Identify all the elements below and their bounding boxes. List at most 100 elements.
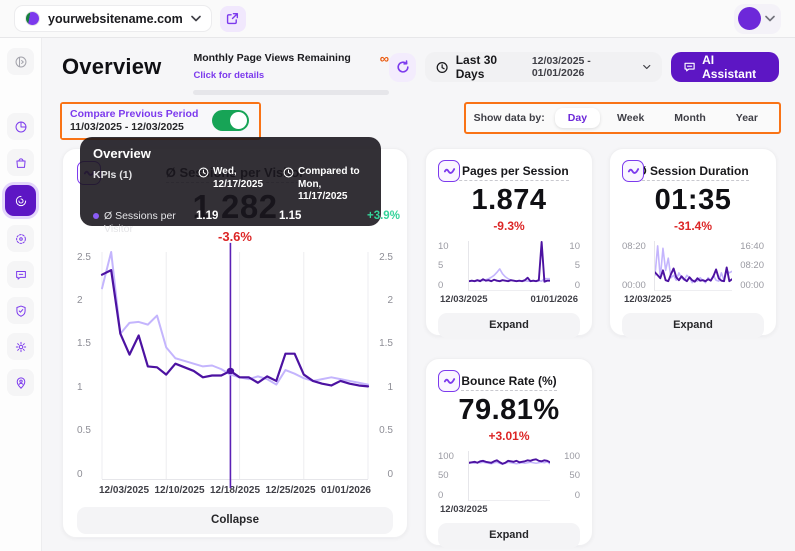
kpi-wave-icon bbox=[438, 159, 460, 182]
mini-chart-plot[interactable] bbox=[468, 240, 550, 291]
granularity-week[interactable]: Week bbox=[617, 111, 645, 124]
y-axis-right: 2.5 2 1.5 1 0.5 0 bbox=[379, 251, 393, 480]
mini-y-left: 100 50 0 bbox=[438, 450, 454, 501]
monthly-pageviews-label: Monthly Page Views Remaining bbox=[193, 52, 351, 64]
chevron-down-icon bbox=[643, 64, 651, 70]
session-duration-card: Ø Session Duration 01:35 -31.4% 08:20 00:… bbox=[609, 147, 777, 338]
tooltip-previous-value: 1.15 bbox=[279, 209, 302, 222]
y-axis-left: 2.5 2 1.5 1 0.5 0 bbox=[77, 251, 91, 480]
tooltip-change-value: +3.9% bbox=[367, 209, 400, 222]
main-card-delta: -3.6% bbox=[218, 228, 252, 244]
refresh-button[interactable] bbox=[389, 52, 417, 82]
kpi-wave-icon bbox=[438, 369, 460, 392]
tooltip-compare-date: Compared to Mon, 11/17/2025 bbox=[283, 166, 373, 204]
card-value: 79.81% bbox=[458, 393, 560, 426]
monthly-usage-bar bbox=[193, 89, 390, 95]
mini-x-labels: 12/03/2025 01/01/2026 bbox=[440, 293, 578, 305]
mini-chart[interactable]: 08:20 00:00 16:40 08:20 00:00 bbox=[622, 240, 764, 291]
tooltip-series-label: Ø Sessions per Visitor bbox=[93, 210, 196, 237]
toggle-knob bbox=[230, 111, 248, 129]
pages-per-session-card: Ø Pages per Session 1.874 -9.3% 10 5 0 10 5… bbox=[425, 147, 593, 338]
series-dot-icon bbox=[93, 212, 99, 219]
date-range-picker[interactable]: Last 30 Days 12/03/2025 - 01/01/2026 bbox=[425, 52, 662, 82]
settings-gear-icon[interactable] bbox=[7, 333, 34, 360]
expand-button[interactable]: Expand bbox=[438, 312, 580, 338]
refresh-icon bbox=[397, 60, 409, 73]
clock-icon bbox=[283, 167, 294, 178]
card-value: 1.874 bbox=[471, 183, 547, 216]
user-menu[interactable] bbox=[734, 3, 781, 34]
granularity-day[interactable]: Day bbox=[554, 107, 601, 128]
clock-icon bbox=[198, 167, 209, 178]
granularity-highlight-box: Show data by: Day Week Month Year bbox=[463, 101, 781, 134]
monthly-pageviews-widget: Monthly Page Views Remaining Click for d… bbox=[193, 51, 390, 95]
mini-y-left: 10 5 0 bbox=[438, 240, 449, 291]
chat-icon[interactable] bbox=[7, 261, 34, 288]
filters-row: Compare Previous Period 11/03/2025 - 12/… bbox=[60, 101, 781, 140]
site-selector[interactable]: yourwebsitename.com bbox=[14, 5, 212, 32]
clock-icon bbox=[437, 61, 449, 73]
mini-y-right: 100 50 0 bbox=[564, 450, 580, 501]
x-axis-labels: 12/03/2025 12/10/2025 12/18/2025 12/25/2025… bbox=[99, 484, 371, 496]
chevron-down-icon bbox=[190, 15, 201, 22]
pie-chart-icon[interactable] bbox=[7, 113, 34, 140]
mini-y-right: 16:40 08:20 00:00 bbox=[740, 240, 764, 291]
tooltip-title: Overview bbox=[93, 146, 151, 161]
page-title: Overview bbox=[62, 54, 162, 79]
mini-y-left: 08:20 00:00 bbox=[622, 240, 646, 291]
card-value: 01:35 bbox=[654, 183, 732, 216]
user-location-icon[interactable] bbox=[7, 369, 34, 396]
tooltip-current-date: Wed, 12/17/2025 bbox=[198, 166, 281, 204]
range-dates: 12/03/2025 - 01/01/2026 bbox=[532, 55, 651, 79]
card-title[interactable]: Bounce Rate (%) bbox=[461, 373, 557, 391]
mini-y-right: 10 5 0 bbox=[569, 240, 580, 291]
compare-toggle[interactable] bbox=[212, 109, 250, 131]
mini-chart-plot[interactable] bbox=[654, 240, 732, 291]
tooltip-current-value: 1.19 bbox=[196, 209, 219, 222]
panel-toggle-icon[interactable] bbox=[7, 48, 34, 75]
mini-chart[interactable]: 100 50 0 100 50 0 bbox=[438, 450, 580, 501]
infinity-icon: ∞ bbox=[379, 51, 390, 66]
content-area: Overview Monthly Page Views Remaining Cl… bbox=[42, 38, 795, 551]
monthly-details-link[interactable]: Click for details bbox=[193, 69, 265, 81]
ai-assistant-button[interactable]: AI Assistant bbox=[670, 52, 779, 82]
avatar bbox=[738, 7, 761, 30]
compare-period-range: 11/03/2025 - 12/03/2025 bbox=[70, 120, 184, 133]
tooltip-kpis-label: KPIs (1) bbox=[93, 169, 133, 181]
range-label: Last 30 Days bbox=[455, 53, 498, 81]
top-bar: yourwebsitename.com bbox=[0, 0, 795, 38]
card-title[interactable]: Ø Pages per Session bbox=[449, 163, 569, 181]
open-external-icon bbox=[227, 12, 239, 25]
site-name: yourwebsitename.com bbox=[48, 11, 183, 26]
shopping-bag-icon[interactable] bbox=[7, 149, 34, 176]
mini-chart[interactable]: 10 5 0 10 5 0 bbox=[438, 240, 580, 291]
compare-period-label: Compare Previous Period bbox=[70, 107, 199, 120]
page-header: Overview Monthly Page Views Remaining Cl… bbox=[42, 38, 795, 95]
mini-x-labels: 12/03/2025 bbox=[624, 293, 672, 305]
granularity-month[interactable]: Month bbox=[674, 111, 706, 124]
granularity-year[interactable]: Year bbox=[735, 111, 758, 124]
main-chart[interactable]: 2.5 2 1.5 1 0.5 0 2.5 2 1.5 1 0.5 0 bbox=[77, 252, 393, 480]
compare-highlight-box: Compare Previous Period 11/03/2025 - 12/… bbox=[60, 101, 262, 140]
chat-bubble-icon bbox=[684, 62, 695, 72]
shield-check-icon[interactable] bbox=[7, 297, 34, 324]
main-chart-plot[interactable] bbox=[102, 252, 368, 480]
overview-nav-active-icon[interactable] bbox=[5, 185, 36, 216]
site-favicon-icon bbox=[25, 11, 40, 26]
card-delta: +3.01% bbox=[488, 428, 530, 443]
target-icon[interactable] bbox=[7, 225, 34, 252]
open-site-button[interactable] bbox=[219, 5, 246, 32]
mini-chart-plot[interactable] bbox=[468, 450, 550, 501]
bounce-rate-card: Bounce Rate (%) 79.81% +3.01% 100 50 0 100… bbox=[425, 357, 593, 548]
card-title[interactable]: Ø Session Duration bbox=[637, 163, 749, 181]
chart-tooltip: Overview KPIs (1) Wed, 12/17/2025 Compar… bbox=[80, 137, 400, 235]
expand-button[interactable]: Expand bbox=[622, 312, 764, 338]
collapse-button[interactable]: Collapse bbox=[77, 506, 393, 534]
kpi-grid: Ø Pages per Session 1.874 -9.3% 10 5 0 10 5… bbox=[425, 147, 777, 548]
expand-button[interactable]: Expand bbox=[438, 522, 580, 548]
sidebar-nav bbox=[0, 38, 42, 551]
kpi-wave-icon bbox=[622, 159, 644, 182]
card-delta: -31.4% bbox=[673, 218, 713, 233]
mini-x-labels: 12/03/2025 bbox=[440, 503, 488, 515]
